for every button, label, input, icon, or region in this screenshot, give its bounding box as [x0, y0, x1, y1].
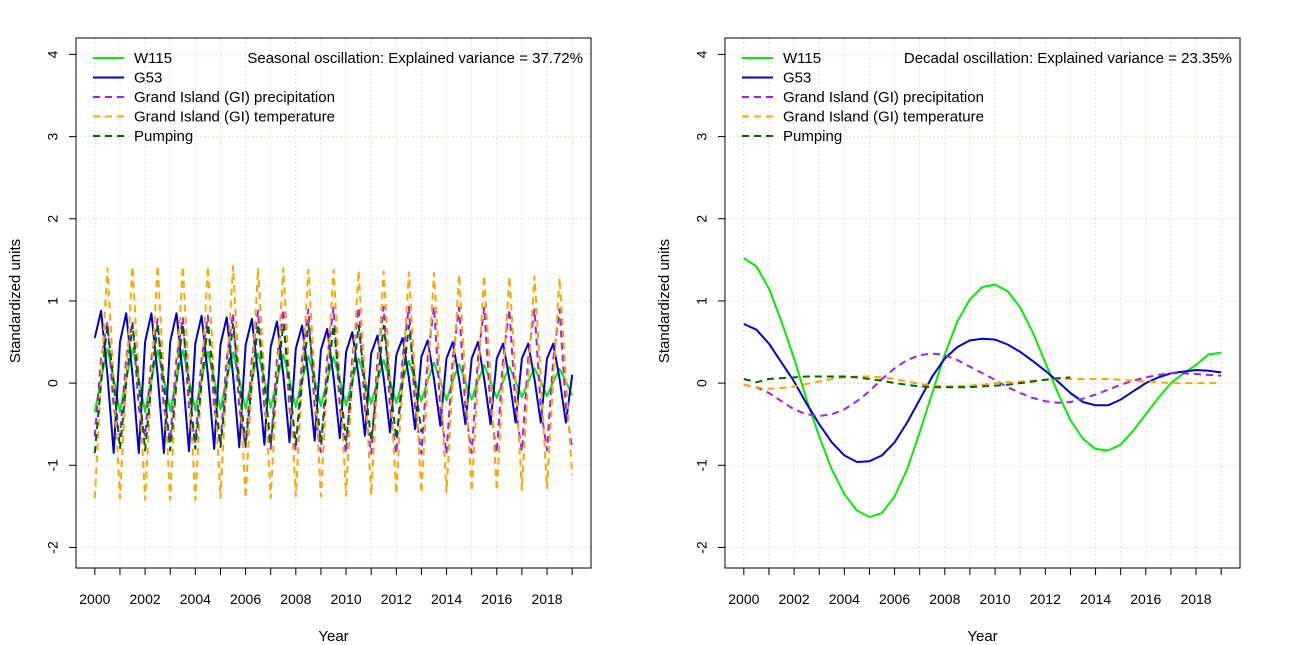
- x-tick-label: 2018: [1180, 591, 1211, 607]
- legend: W115 G53 Grand Island (GI) precipitation Gr…: [93, 50, 335, 145]
- x-tick-label: 2008: [929, 591, 960, 607]
- x-tick-label: 2018: [531, 591, 562, 607]
- legend-label: G53: [783, 70, 811, 87]
- x-axis-label: Year: [967, 628, 997, 645]
- y-tick-label: 1: [694, 297, 710, 305]
- y-axis-label: Standardized units: [7, 239, 24, 363]
- x-tick-label: 2006: [230, 591, 261, 607]
- series-line-temp: [93, 264, 574, 501]
- x-tick-label: 2000: [728, 591, 759, 607]
- y-tick-label: 3: [45, 133, 61, 141]
- x-tick-label: 2014: [431, 591, 462, 607]
- x-tick-label: 2004: [180, 591, 211, 607]
- legend-label: Grand Island (GI) precipitation: [134, 89, 335, 106]
- y-tick-label: -1: [694, 459, 710, 472]
- x-tick-label: 2012: [381, 591, 412, 607]
- x-tick-label: 2010: [330, 591, 361, 607]
- plot-frame: [724, 37, 1241, 569]
- legend-label: W115: [783, 50, 821, 67]
- series-line-pump: [93, 323, 423, 454]
- explained-variance-annotation: Seasonal oscillation: Explained variance…: [247, 50, 583, 67]
- explained-variance-annotation: Decadal oscillation: Explained variance …: [904, 50, 1232, 67]
- legend-label: W115: [134, 50, 172, 67]
- legend: W115 G53 Grand Island (GI) precipitation Gr…: [742, 50, 984, 145]
- y-tick-label: -1: [45, 459, 61, 472]
- legend-label: Pumping: [783, 128, 842, 145]
- y-tick-label: 0: [694, 379, 710, 387]
- legend-label: Pumping: [134, 128, 193, 145]
- decadal-oscillation-panel: 2000 2002 2004 2006 2008 2010 2012 2014 2016 2018…: [656, 37, 1241, 645]
- series-line-temp: [743, 375, 1222, 390]
- x-tick-label: 2002: [779, 591, 810, 607]
- x-tick-label: 2012: [1030, 591, 1061, 607]
- series-line-g53: [743, 323, 1222, 463]
- y-tick-label: 3: [694, 133, 710, 141]
- y-tick-label: 4: [45, 50, 61, 58]
- x-tick-label: 2016: [1130, 591, 1161, 607]
- legend-label: Grand Island (GI) temperature: [134, 109, 335, 126]
- x-tick-label: 2006: [879, 591, 910, 607]
- y-tick-label: 2: [45, 215, 61, 223]
- seasonal-oscillation-panel: 2000 2002 2004 2006 2008 2010 2012 2014 2016 2018…: [7, 37, 592, 645]
- x-tick-label: 2000: [79, 591, 110, 607]
- legend-label: G53: [134, 70, 162, 87]
- plot-frame: [75, 37, 592, 569]
- y-tick-label: -2: [694, 541, 710, 554]
- x-tick-label: 2010: [979, 591, 1010, 607]
- x-tick-label: 2004: [829, 591, 860, 607]
- x-tick-label: 2016: [481, 591, 512, 607]
- series-line-w115: [743, 257, 1222, 519]
- y-tick-label: 0: [45, 379, 61, 387]
- y-tick-label: 1: [45, 297, 61, 305]
- y-axis-label: Standardized units: [656, 239, 673, 363]
- y-tick-label: 2: [694, 215, 710, 223]
- legend-label: Grand Island (GI) temperature: [783, 109, 984, 126]
- x-tick-label: 2008: [280, 591, 311, 607]
- series-line-w115: [93, 347, 574, 413]
- y-tick-label: -2: [45, 541, 61, 554]
- y-tick-label: 4: [694, 50, 710, 58]
- series-line-precip: [743, 352, 1222, 417]
- x-axis-label: Year: [318, 628, 348, 645]
- x-tick-label: 2014: [1080, 591, 1111, 607]
- legend-label: Grand Island (GI) precipitation: [783, 89, 984, 106]
- x-tick-label: 2002: [130, 591, 161, 607]
